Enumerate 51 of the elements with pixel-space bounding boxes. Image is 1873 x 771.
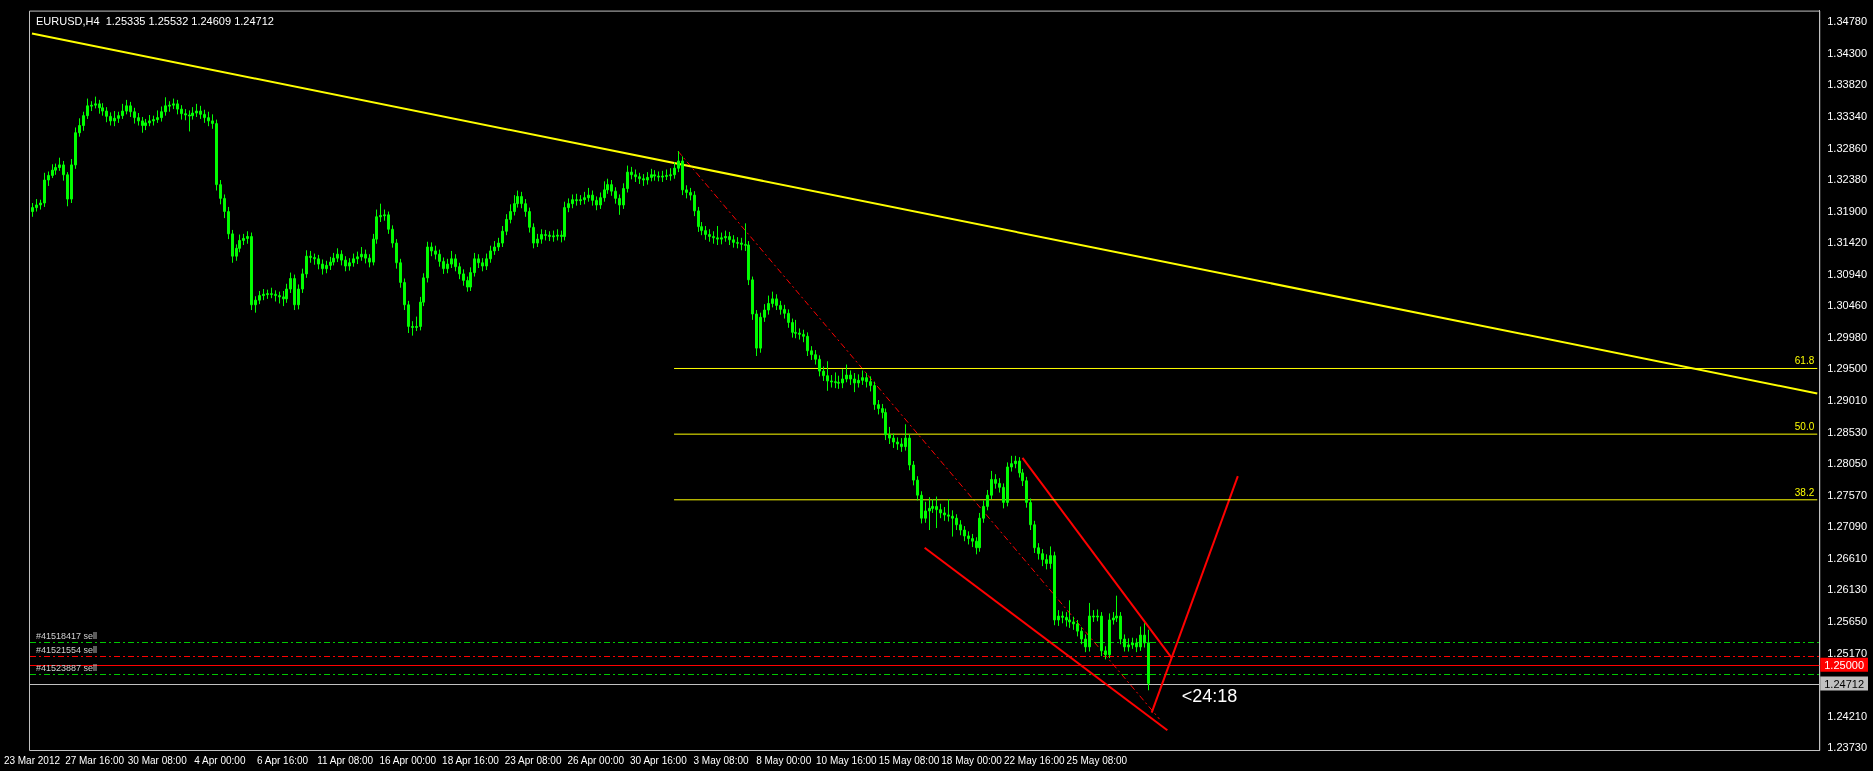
y-tick-label: 1.33340 xyxy=(1827,110,1867,123)
series-label: 38.2 xyxy=(1794,486,1815,498)
y-tick-label: 1.24210 xyxy=(1827,709,1867,722)
x-tick-label: 30 Apr 16:00 xyxy=(630,754,688,766)
series-label: 61.8 xyxy=(1794,355,1815,367)
y-tick-label: 1.25170 xyxy=(1827,646,1867,659)
chart-title: EURUSD,H4 1.25335 1.25532 1.24609 1.24712 xyxy=(36,15,274,28)
x-tick-label: 8 May 00:00 xyxy=(756,754,812,766)
y-tick-label: 1.27570 xyxy=(1827,488,1867,501)
y-tick-label: 1.23730 xyxy=(1827,741,1867,754)
x-tick-label: 15 May 08:00 xyxy=(878,754,940,766)
x-tick-label: 18 May 00:00 xyxy=(941,754,1003,766)
y-tick-label: 1.31900 xyxy=(1827,204,1867,217)
y-tick-label: 1.33820 xyxy=(1827,78,1867,91)
y-tick-label: 1.25650 xyxy=(1827,614,1867,627)
y-tick-label: 1.26130 xyxy=(1827,583,1867,596)
y-tick-label: 1.28050 xyxy=(1827,457,1867,470)
x-tick-label: 25 May 08:00 xyxy=(1066,754,1128,766)
y-tick-label: 1.30460 xyxy=(1827,299,1867,312)
y-tick-label: 1.29980 xyxy=(1827,330,1867,343)
y-tick-label: 1.32860 xyxy=(1827,141,1867,154)
x-tick-label: 11 Apr 08:00 xyxy=(317,754,374,766)
x-tick-label: 22 May 16:00 xyxy=(1003,754,1065,766)
x-tick-label: 3 May 08:00 xyxy=(693,754,749,766)
series-label: 50.0 xyxy=(1794,420,1815,432)
x-tick-label: 23 Apr 08:00 xyxy=(504,754,562,766)
y-tick-label: 1.30940 xyxy=(1827,267,1867,280)
x-tick-label: 10 May 16:00 xyxy=(816,754,878,766)
y-tick-label: 1.34300 xyxy=(1827,46,1867,59)
y-tick-label: 1.28530 xyxy=(1827,425,1867,438)
y-tick-label: 1.32380 xyxy=(1827,173,1867,186)
x-tick-label: 16 Apr 00:00 xyxy=(379,754,437,766)
ref-line-label: #41518417 sell xyxy=(36,630,98,641)
ref-line-label: 1.25000 xyxy=(1824,658,1864,671)
x-tick-label: 27 Mar 16:00 xyxy=(65,754,125,766)
ref-line-label: #41521554 sell xyxy=(36,645,98,656)
x-tick-label: 18 Apr 16:00 xyxy=(442,754,500,766)
y-tick-label: 1.29010 xyxy=(1827,394,1867,407)
x-tick-label: 6 Apr 16:00 xyxy=(256,754,309,766)
annotation: <24:18 xyxy=(1181,685,1238,706)
y-tick-label: 1.27090 xyxy=(1827,520,1867,533)
y-tick-label: 1.34780 xyxy=(1827,15,1867,28)
x-tick-label: 26 Apr 00:00 xyxy=(567,754,625,766)
ref-line-label: 1.24712 xyxy=(1824,677,1864,690)
ref-line-label: #41523887 sell xyxy=(36,663,98,674)
x-tick-label: 4 Apr 00:00 xyxy=(194,754,246,766)
y-tick-label: 1.26610 xyxy=(1827,551,1867,564)
x-tick-label: 23 Mar 2012 xyxy=(3,754,61,766)
x-tick-label: 30 Mar 08:00 xyxy=(127,754,188,766)
y-tick-label: 1.31420 xyxy=(1827,236,1867,249)
y-tick-label: 1.29500 xyxy=(1827,362,1867,375)
